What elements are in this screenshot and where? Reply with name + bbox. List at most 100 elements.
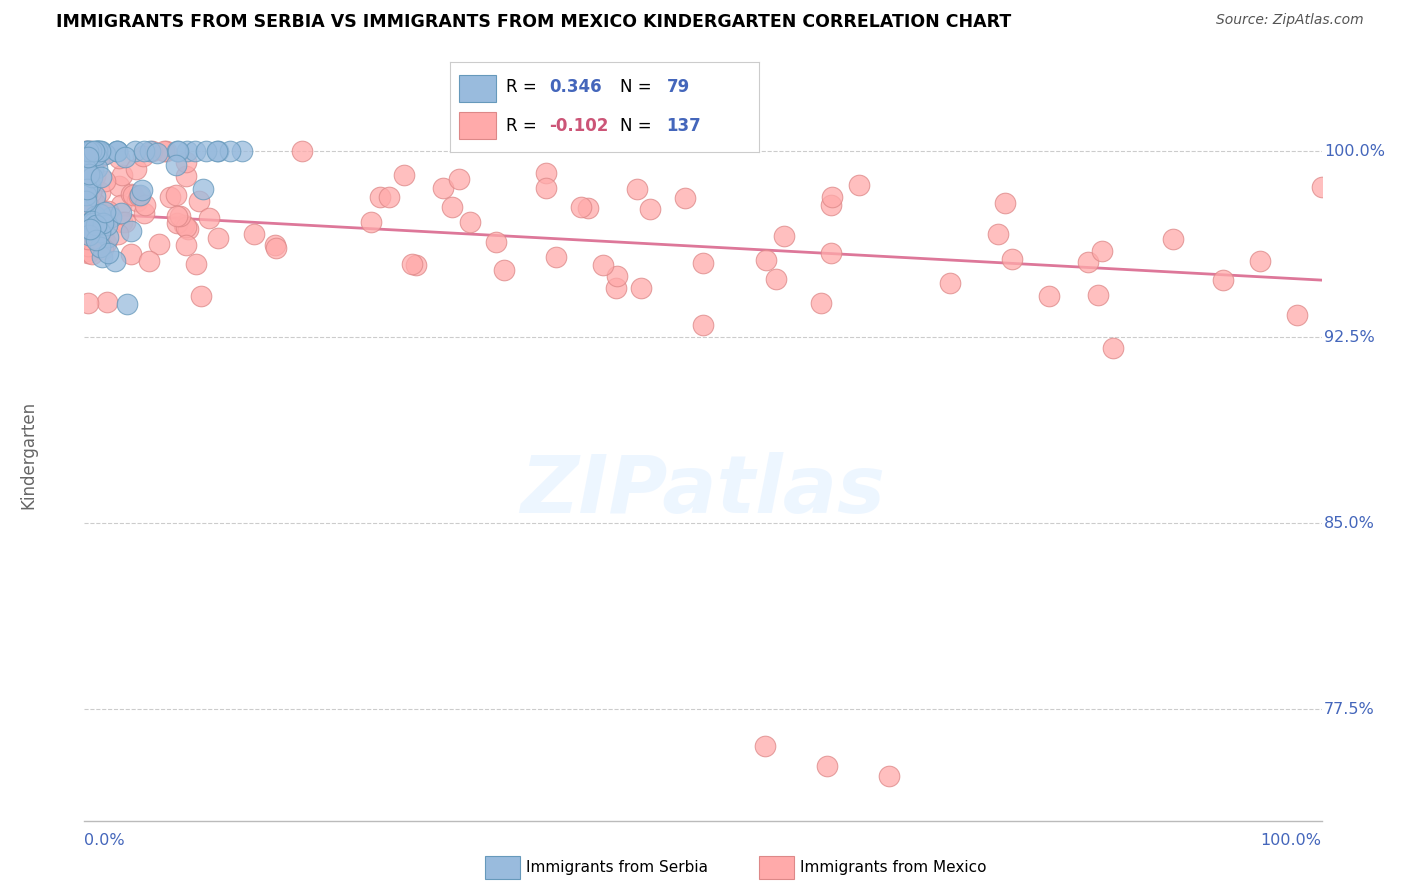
Point bbox=[848, 178, 870, 192]
Text: 79: 79 bbox=[666, 78, 690, 96]
Point bbox=[80, 247, 103, 261]
Point bbox=[153, 144, 176, 158]
Point bbox=[1087, 287, 1109, 301]
Point bbox=[128, 189, 150, 203]
Point bbox=[120, 247, 142, 261]
Point bbox=[87, 144, 110, 158]
Point bbox=[820, 246, 842, 260]
Point bbox=[77, 144, 100, 158]
Point bbox=[592, 259, 614, 273]
Point bbox=[82, 193, 104, 207]
Point bbox=[77, 167, 100, 181]
Point bbox=[534, 181, 557, 195]
Point bbox=[173, 218, 195, 232]
Point bbox=[80, 144, 103, 158]
Point bbox=[105, 144, 128, 158]
Point bbox=[83, 169, 105, 184]
Point bbox=[122, 187, 145, 202]
Point bbox=[75, 183, 97, 197]
Point bbox=[1091, 244, 1114, 258]
Point bbox=[77, 228, 100, 243]
Point bbox=[96, 236, 118, 251]
Point bbox=[90, 218, 112, 232]
Point bbox=[80, 182, 103, 196]
Point bbox=[91, 243, 114, 257]
Point bbox=[146, 145, 169, 160]
Text: 92.5%: 92.5% bbox=[1324, 330, 1375, 344]
Point bbox=[77, 238, 100, 252]
Point bbox=[86, 144, 108, 158]
Point bbox=[449, 172, 471, 186]
Point bbox=[75, 181, 97, 195]
Point bbox=[91, 207, 114, 221]
Point bbox=[76, 220, 98, 235]
Point bbox=[82, 220, 104, 235]
Point bbox=[90, 144, 112, 158]
Point bbox=[165, 188, 187, 202]
Point bbox=[75, 244, 97, 258]
Point bbox=[77, 245, 100, 260]
Point bbox=[90, 170, 112, 185]
Point bbox=[939, 277, 962, 291]
Point bbox=[79, 148, 101, 162]
Point bbox=[84, 215, 107, 229]
Point bbox=[1038, 289, 1060, 303]
Point bbox=[124, 144, 146, 158]
Point bbox=[1077, 255, 1099, 269]
Point bbox=[207, 144, 229, 158]
Text: N =: N = bbox=[620, 117, 651, 135]
Point bbox=[360, 215, 382, 229]
Point bbox=[75, 166, 97, 180]
Point bbox=[134, 198, 156, 212]
Point bbox=[174, 155, 197, 169]
Text: Immigrants from Mexico: Immigrants from Mexico bbox=[800, 860, 987, 874]
Text: 77.5%: 77.5% bbox=[1324, 702, 1375, 716]
Point bbox=[75, 217, 97, 231]
Point bbox=[131, 183, 153, 197]
Point bbox=[626, 182, 648, 196]
Point bbox=[606, 269, 628, 284]
Point bbox=[80, 169, 103, 184]
Point bbox=[93, 232, 115, 246]
Point bbox=[987, 227, 1010, 241]
Point bbox=[994, 196, 1017, 211]
Point bbox=[1310, 180, 1333, 194]
Point bbox=[91, 209, 114, 223]
Text: -0.102: -0.102 bbox=[548, 117, 609, 135]
Point bbox=[80, 182, 103, 196]
Point bbox=[111, 215, 134, 229]
Point bbox=[378, 190, 401, 204]
Point bbox=[75, 194, 97, 208]
Point bbox=[96, 219, 118, 233]
Point bbox=[605, 281, 627, 295]
Point bbox=[93, 147, 115, 161]
Point bbox=[97, 246, 120, 260]
Point bbox=[86, 219, 108, 233]
Point bbox=[80, 185, 103, 199]
Text: Immigrants from Serbia: Immigrants from Serbia bbox=[526, 860, 707, 874]
Point bbox=[138, 144, 160, 158]
Point bbox=[107, 151, 129, 165]
Text: R =: R = bbox=[506, 78, 536, 96]
Point bbox=[492, 262, 515, 277]
Point bbox=[79, 223, 101, 237]
Point bbox=[86, 144, 108, 158]
Point bbox=[75, 198, 97, 212]
Point bbox=[107, 227, 129, 241]
Point bbox=[76, 206, 98, 220]
Point bbox=[485, 235, 508, 250]
Point bbox=[84, 218, 107, 232]
Point bbox=[174, 169, 197, 184]
Point bbox=[90, 149, 112, 163]
Point bbox=[79, 203, 101, 218]
Point bbox=[76, 144, 98, 158]
Point bbox=[169, 209, 191, 223]
Point bbox=[98, 208, 121, 222]
Point bbox=[159, 190, 181, 204]
Point bbox=[405, 259, 427, 273]
Point bbox=[83, 188, 105, 202]
Point bbox=[77, 158, 100, 172]
Point bbox=[138, 254, 160, 268]
Point bbox=[264, 241, 287, 255]
Point bbox=[291, 144, 314, 158]
